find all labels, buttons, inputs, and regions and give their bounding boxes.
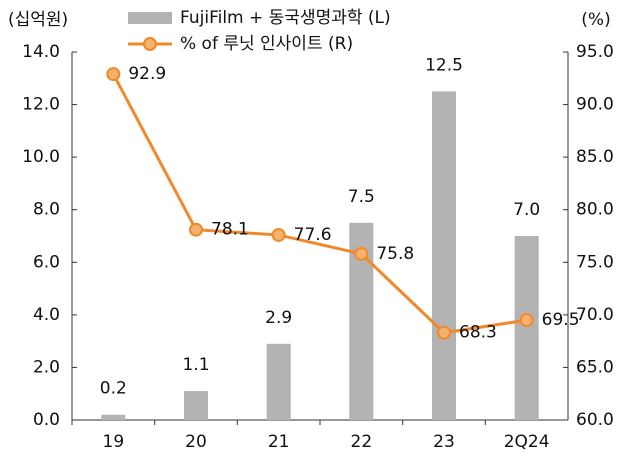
line-value-label: 92.9 (128, 64, 166, 84)
bar (101, 414, 126, 420)
y-tick-label: 12.0 (22, 95, 60, 115)
bar (432, 91, 456, 420)
y2-tick-label: 90.0 (576, 95, 614, 115)
bar-value-label: 12.5 (425, 55, 463, 75)
line-value-label: 75.8 (376, 244, 414, 264)
x-tick-label: 22 (351, 432, 373, 452)
y-tick-label: 10.0 (22, 147, 60, 167)
y2-tick-label: 60.0 (576, 410, 614, 430)
bar-value-label: 7.0 (513, 200, 540, 220)
bar (266, 343, 291, 420)
y-tick-label: 2.0 (33, 357, 60, 377)
x-tick-label: 23 (433, 432, 455, 452)
y-tick-label: 6.0 (33, 252, 60, 272)
x-tick-label: 2Q24 (504, 432, 550, 452)
bar-value-label: 2.9 (265, 308, 292, 328)
line-value-label: 77.6 (294, 225, 332, 245)
bar-value-label: 7.5 (348, 187, 375, 207)
line-marker (271, 227, 286, 242)
line-marker (106, 67, 121, 82)
y2-tick-label: 75.0 (576, 252, 614, 272)
line-marker (437, 325, 451, 340)
bar-value-label: 1.1 (182, 355, 209, 375)
y-tick-label: 14.0 (22, 42, 60, 62)
line-value-label: 78.1 (211, 220, 249, 240)
x-tick-label: 21 (268, 432, 290, 452)
line-marker (354, 246, 369, 261)
line-marker (519, 313, 534, 328)
y2-axis-title: (%) (581, 10, 610, 30)
legend-swatch (143, 37, 157, 51)
x-tick-label: 20 (185, 432, 207, 452)
y-tick-label: 0.0 (33, 410, 60, 430)
y-axis-title: (십억원) (8, 10, 68, 30)
y2-tick-label: 95.0 (576, 42, 614, 62)
line-value-label: 69.5 (542, 310, 580, 330)
x-tick-label: 19 (103, 432, 125, 452)
y-tick-label: 8.0 (33, 200, 60, 220)
line-marker (189, 222, 203, 237)
y-tick-label: 4.0 (33, 305, 60, 325)
line-value-label: 68.3 (459, 323, 497, 343)
bar (184, 391, 208, 420)
y2-tick-label: 85.0 (576, 147, 614, 167)
y2-tick-label: 70.0 (576, 305, 614, 325)
bar (514, 236, 539, 420)
legend-label: % of 루닛 인사이트 (R) (180, 34, 353, 54)
y2-tick-label: 80.0 (576, 200, 614, 220)
line (112, 73, 527, 335)
bar-value-label: 0.2 (100, 379, 127, 399)
legend-swatch (128, 12, 172, 24)
y2-tick-label: 65.0 (576, 357, 614, 377)
legend-label: FujiFilm + 동국생명과학 (L) (180, 8, 391, 28)
